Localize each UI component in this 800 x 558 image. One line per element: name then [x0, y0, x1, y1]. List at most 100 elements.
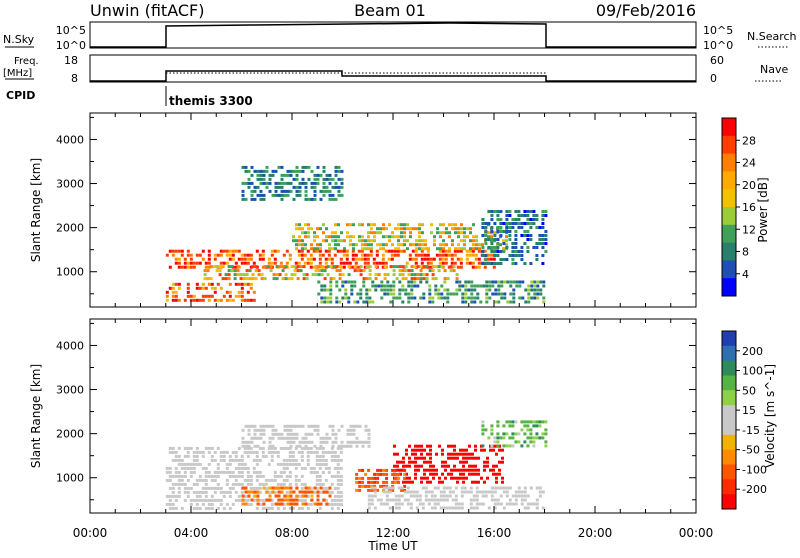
heatmap-cell	[362, 280, 366, 284]
heatmap-cell	[484, 258, 488, 261]
heatmap-cell	[260, 273, 264, 277]
heatmap-cell	[426, 468, 429, 472]
heatmap-cell	[334, 181, 338, 185]
heatmap-cell	[331, 193, 335, 197]
heatmap-cell	[305, 273, 309, 277]
heatmap-cell	[250, 165, 254, 169]
heatmap-cell	[292, 502, 296, 506]
heatmap-cell	[189, 470, 193, 474]
heatmap-cell	[489, 257, 493, 261]
ytick-label: 1000	[56, 266, 84, 279]
heatmap-cell	[330, 490, 334, 494]
heatmap-cell	[326, 296, 330, 300]
heatmap-cell	[511, 258, 515, 261]
heatmap-cell	[370, 494, 374, 498]
heatmap-cell	[246, 298, 250, 302]
heatmap-cell	[246, 482, 250, 486]
heatmap-cell	[237, 290, 241, 294]
heatmap-cell	[313, 231, 316, 235]
heatmap-cell	[186, 490, 190, 494]
heatmap-cell	[450, 257, 454, 261]
heatmap-cell	[447, 253, 451, 257]
heatmap-cell	[272, 273, 276, 277]
heatmap-cell	[437, 269, 441, 273]
heatmap-cell	[325, 436, 329, 440]
heatmap-cell	[336, 506, 340, 510]
heatmap-cell	[468, 452, 471, 456]
heatmap-cell	[365, 265, 369, 269]
heatmap-cell	[210, 282, 214, 286]
heatmap-cell	[304, 223, 307, 227]
heatmap-cell	[333, 450, 337, 454]
heatmap-cell	[240, 294, 244, 298]
heatmap-cell	[265, 181, 269, 185]
heatmap-cell	[411, 257, 415, 261]
heatmap-cell	[351, 265, 355, 269]
heatmap-cell	[382, 223, 385, 227]
heatmap-cell	[350, 292, 354, 296]
heatmap-cell	[462, 452, 465, 456]
heatmap-cell	[183, 466, 187, 470]
heatmap-cell	[456, 265, 460, 269]
heatmap-cell	[309, 466, 313, 470]
xtick-label: 20:00	[578, 526, 613, 540]
colorbar-tick-label: 20	[742, 179, 756, 192]
heatmap-cell	[477, 480, 480, 484]
heatmap-cell	[270, 261, 274, 265]
heatmap-cell	[406, 223, 409, 227]
heatmap-cell	[323, 288, 327, 292]
heatmap-cell	[336, 446, 340, 450]
heatmap-cell	[294, 462, 298, 466]
heatmap-cell	[511, 246, 515, 249]
heatmap-cell	[255, 450, 259, 454]
heatmap-cell	[244, 424, 248, 428]
colorbar-tick-label: 50	[742, 384, 756, 397]
heatmap-cell	[532, 214, 536, 217]
heatmap-cell	[258, 490, 262, 494]
heatmap-cell	[532, 424, 536, 428]
heatmap-cell	[538, 420, 542, 424]
power-heatmap-cells	[165, 165, 548, 304]
heatmap-cell	[309, 486, 313, 490]
heatmap-cell	[444, 253, 448, 257]
heatmap-cell	[310, 247, 313, 251]
heatmap-cell	[511, 250, 515, 253]
colorbar-swatch	[722, 405, 736, 421]
heatmap-cell	[318, 506, 322, 510]
heatmap-cell	[183, 486, 187, 490]
heatmap-cell	[216, 282, 220, 286]
heatmap-cell	[247, 424, 251, 428]
heatmap-cell	[247, 177, 251, 181]
heatmap-cell	[186, 265, 190, 269]
heatmap-cell	[240, 474, 244, 478]
heatmap-cell	[334, 169, 338, 173]
heatmap-cell	[292, 169, 296, 173]
heatmap-cell	[461, 296, 465, 300]
xtick-label: 00:00	[73, 526, 108, 540]
heatmap-cell	[318, 458, 322, 462]
heatmap-cell	[420, 253, 424, 257]
heatmap-cell	[472, 223, 475, 227]
heatmap-cell	[180, 466, 184, 470]
heatmap-cell	[195, 494, 199, 498]
heatmap-cell	[406, 227, 409, 231]
heatmap-cell	[174, 506, 178, 510]
heatmap-cell	[538, 486, 542, 490]
heatmap-cell	[239, 273, 243, 277]
heatmap-cell	[258, 486, 262, 490]
heatmap-cell	[222, 450, 226, 454]
heatmap-cell	[453, 464, 456, 468]
heatmap-cell	[487, 262, 491, 265]
heatmap-cell	[459, 261, 463, 265]
heatmap-cell	[201, 498, 205, 502]
heatmap-cell	[186, 462, 190, 466]
heatmap-cell	[523, 440, 527, 444]
heatmap-cell	[222, 249, 226, 253]
colorbar-tick-label: 15	[742, 404, 756, 417]
heatmap-cell	[270, 249, 274, 253]
heatmap-cell	[490, 432, 494, 436]
heatmap-cell	[339, 478, 343, 482]
heatmap-cell	[336, 249, 340, 253]
heatmap-cell	[286, 486, 290, 490]
heatmap-cell	[186, 454, 190, 458]
